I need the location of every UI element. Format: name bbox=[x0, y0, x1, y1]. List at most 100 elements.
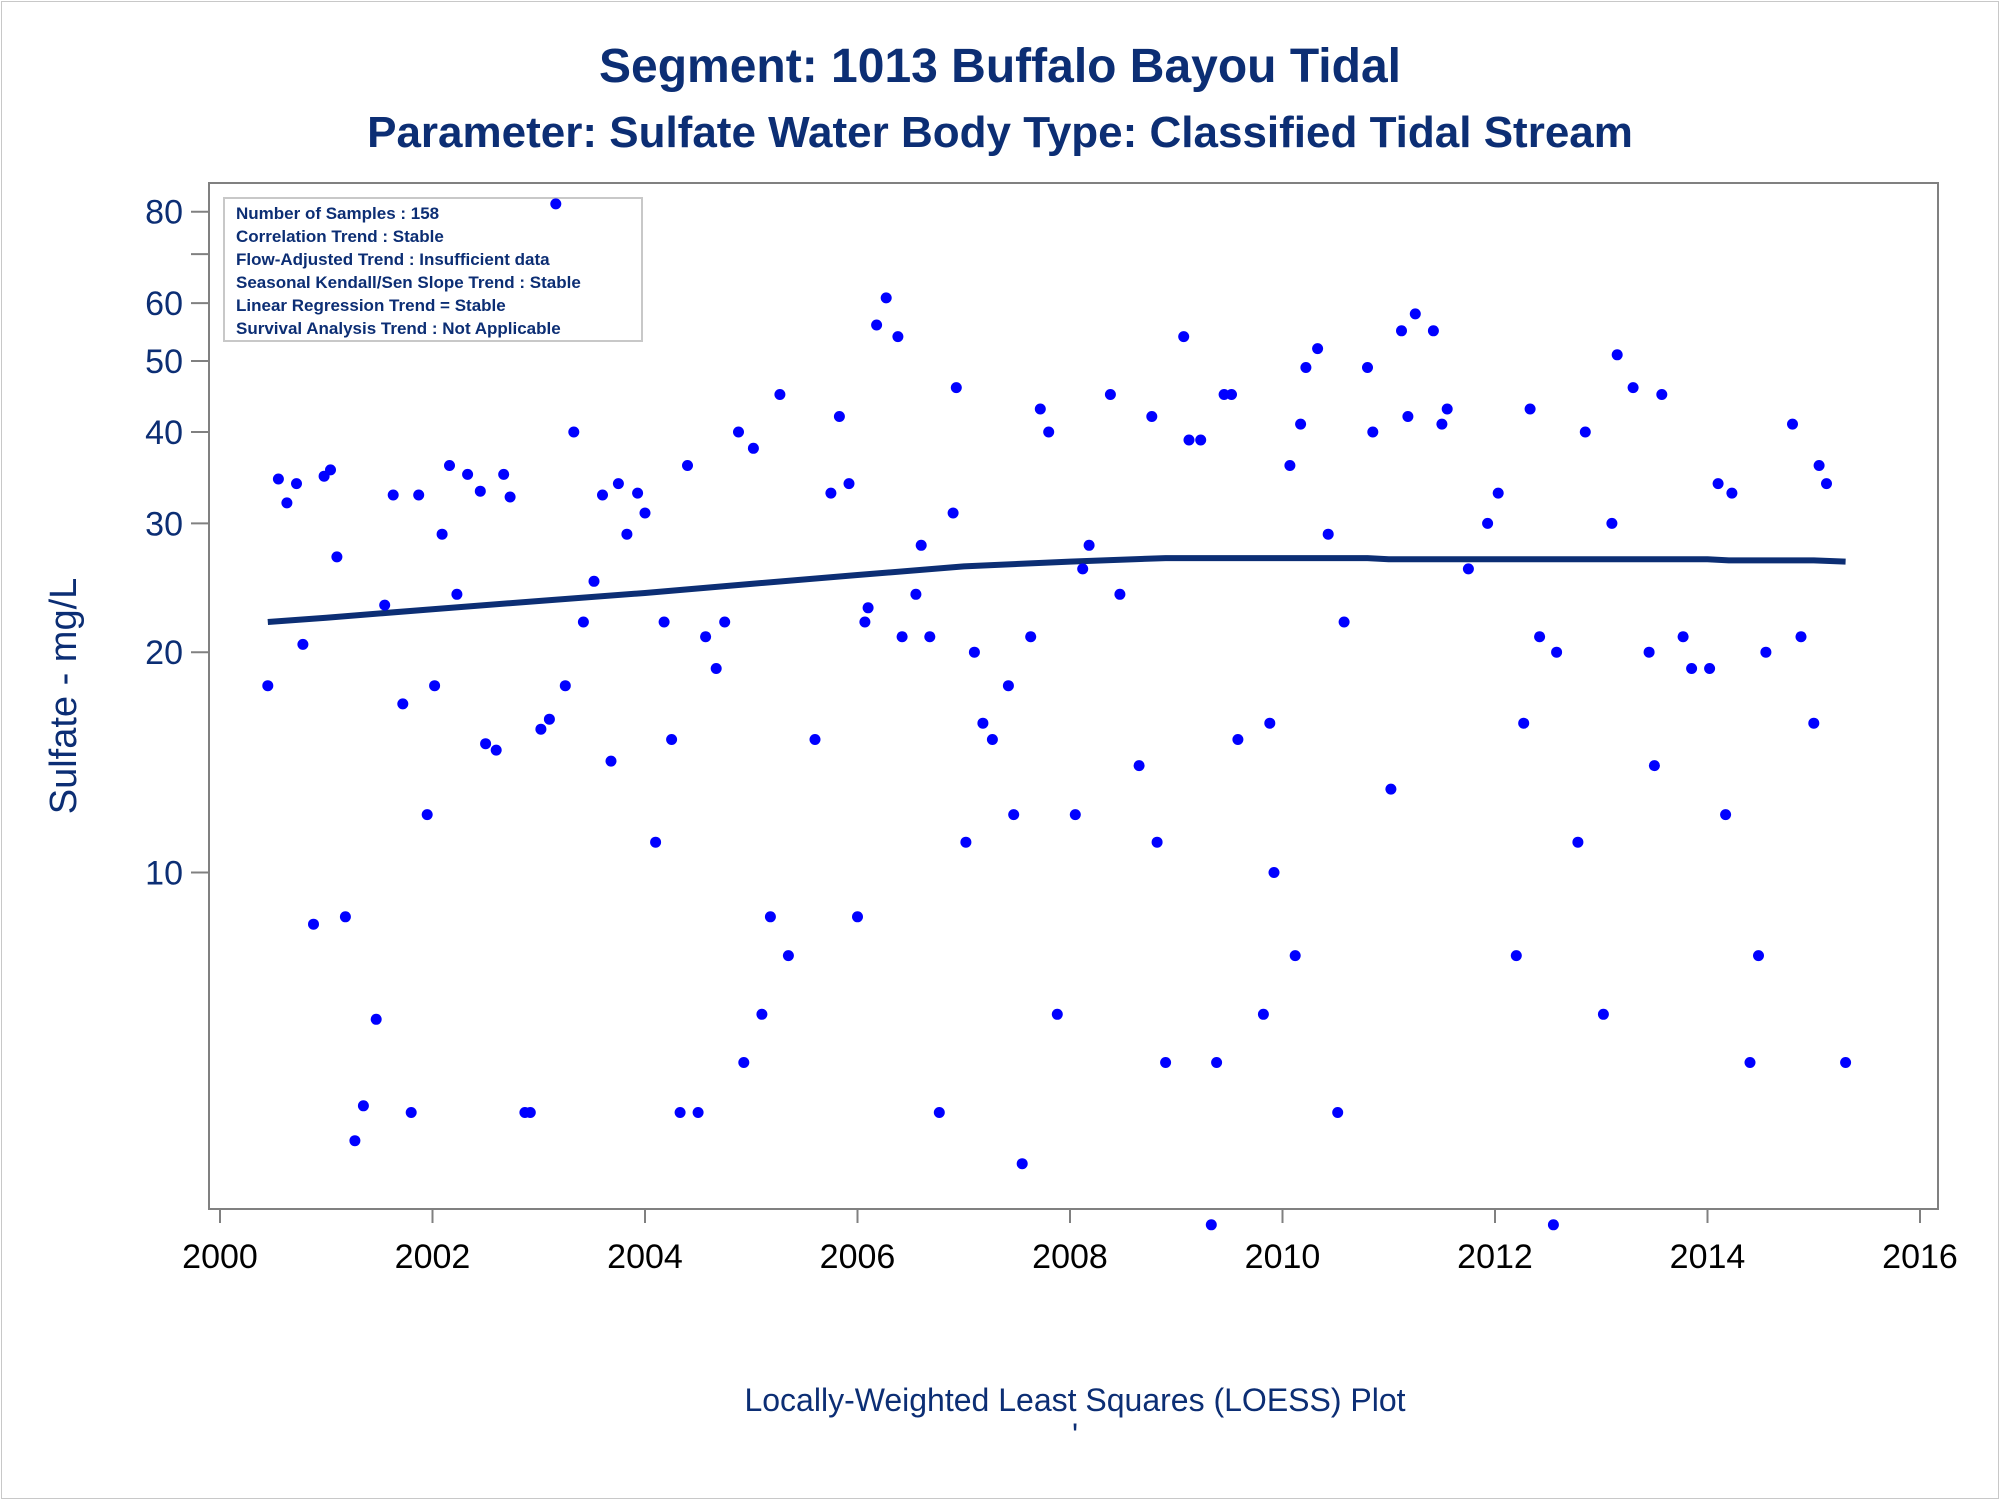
data-point bbox=[339, 911, 351, 923]
data-point bbox=[910, 588, 922, 600]
data-point bbox=[1312, 343, 1324, 355]
data-point bbox=[1597, 1008, 1609, 1020]
data-point bbox=[915, 539, 927, 551]
series-group bbox=[262, 198, 1852, 1231]
data-point bbox=[490, 744, 502, 756]
data-point bbox=[1284, 460, 1296, 471]
data-point bbox=[1146, 411, 1158, 422]
data-point bbox=[387, 489, 399, 501]
data-point bbox=[1813, 460, 1825, 471]
y-tick-label: 30 bbox=[145, 505, 183, 543]
data-point bbox=[1402, 411, 1414, 422]
data-point bbox=[1518, 717, 1530, 729]
data-point bbox=[308, 918, 319, 930]
data-point bbox=[1840, 1057, 1852, 1068]
data-point bbox=[782, 950, 794, 962]
data-point bbox=[1002, 680, 1014, 692]
data-point bbox=[833, 411, 845, 422]
data-point bbox=[1226, 389, 1237, 400]
data-point bbox=[1034, 403, 1046, 415]
info-seasonal-kendall: Seasonal Kendall/Sen Slope Trend : Stabl… bbox=[236, 273, 581, 292]
data-point bbox=[405, 1107, 417, 1118]
data-point bbox=[1627, 382, 1639, 394]
x-tick-label: 2000 bbox=[182, 1238, 258, 1276]
data-point bbox=[370, 1013, 382, 1025]
data-point bbox=[498, 468, 510, 480]
data-point bbox=[1183, 434, 1195, 446]
data-point bbox=[597, 489, 608, 501]
data-point bbox=[1611, 349, 1623, 361]
data-point bbox=[1025, 631, 1037, 643]
data-point bbox=[1051, 1008, 1063, 1020]
data-point bbox=[559, 680, 571, 692]
data-point bbox=[1656, 389, 1668, 400]
data-point bbox=[1704, 663, 1716, 674]
data-point bbox=[588, 575, 600, 587]
data-point bbox=[1436, 418, 1448, 430]
data-point bbox=[1268, 867, 1280, 878]
data-point bbox=[1257, 1008, 1269, 1020]
data-point bbox=[436, 528, 448, 540]
info-survival-analysis: Survival Analysis Trend : Not Applicable bbox=[236, 319, 561, 338]
data-point bbox=[1300, 362, 1312, 373]
data-point bbox=[733, 426, 744, 438]
y-tick-label: 10 bbox=[145, 855, 183, 893]
data-point bbox=[843, 478, 855, 490]
data-point bbox=[986, 734, 998, 745]
data-point bbox=[682, 460, 693, 471]
data-point bbox=[933, 1107, 945, 1118]
data-point bbox=[1396, 325, 1407, 337]
data-point bbox=[1016, 1158, 1028, 1170]
data-point bbox=[535, 723, 547, 735]
data-point bbox=[621, 528, 633, 540]
data-point bbox=[524, 1107, 536, 1118]
data-point bbox=[1441, 403, 1453, 415]
info-box-frame bbox=[223, 197, 643, 342]
data-point bbox=[1367, 426, 1379, 438]
y-tick-label: 60 bbox=[145, 285, 183, 323]
data-point bbox=[325, 464, 336, 476]
y-tick-label: 40 bbox=[145, 414, 183, 452]
data-point bbox=[1551, 646, 1563, 658]
data-point bbox=[1795, 631, 1807, 643]
y-tick-label: 80 bbox=[145, 194, 183, 232]
data-point bbox=[1008, 809, 1020, 821]
data-point bbox=[1524, 403, 1536, 415]
data-point bbox=[950, 382, 962, 394]
info-correlation: Correlation Trend : Stable bbox=[236, 227, 444, 246]
data-point bbox=[1787, 418, 1798, 430]
data-point bbox=[1322, 528, 1334, 540]
loess-trend-line bbox=[267, 555, 1846, 625]
info-samples: Number of Samples : 158 bbox=[236, 204, 439, 223]
data-point bbox=[297, 638, 309, 650]
data-point bbox=[862, 602, 874, 614]
x-tick-label: 2012 bbox=[1457, 1238, 1533, 1276]
plot-area bbox=[208, 182, 1939, 1210]
chart-subtitle: Parameter: Sulfate Water Body Type: Clas… bbox=[367, 108, 1633, 157]
data-point bbox=[272, 473, 284, 485]
data-point bbox=[710, 663, 722, 674]
data-point bbox=[924, 631, 936, 643]
data-point bbox=[1338, 616, 1350, 628]
data-point bbox=[1385, 783, 1397, 795]
data-point bbox=[1211, 1057, 1223, 1068]
data-point bbox=[871, 319, 883, 331]
data-point bbox=[650, 836, 662, 848]
data-point bbox=[543, 713, 555, 725]
data-point bbox=[480, 738, 492, 750]
data-point bbox=[1195, 434, 1207, 446]
data-point bbox=[1482, 517, 1494, 529]
footnote: Locally-Weighted Least Squares (LOESS) P… bbox=[744, 1382, 1405, 1418]
data-point bbox=[947, 507, 959, 519]
data-point bbox=[880, 292, 892, 304]
data-point bbox=[462, 468, 474, 480]
data-point bbox=[692, 1107, 704, 1118]
y-axis-label: Sulfate - mg/L bbox=[43, 578, 85, 815]
data-point bbox=[1104, 389, 1116, 400]
x-tick-label: 2008 bbox=[1032, 1238, 1108, 1276]
data-point bbox=[550, 198, 562, 210]
data-point bbox=[291, 478, 302, 490]
data-point bbox=[859, 616, 871, 628]
